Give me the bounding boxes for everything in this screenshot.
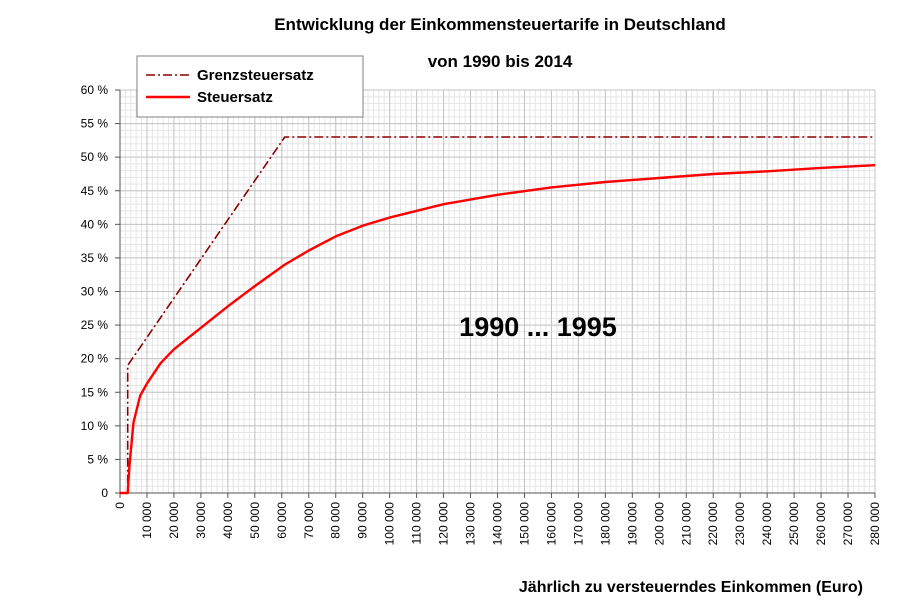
y-tick-labels: 0 5 % 10 % 15 % 20 % 25 % 30 % 35 % 40 % 45 % 50 %… <box>81 83 109 500</box>
legend-box <box>136 55 364 118</box>
x-tick-label: 130 000 <box>464 502 478 546</box>
chart-subtitle: von 1990 bis 2014 <box>428 52 573 71</box>
x-tick-label: 170 000 <box>571 502 585 546</box>
y-tick-label: 5 % <box>87 452 108 466</box>
chart-title: Entwicklung der Einkommensteuertarife in… <box>274 15 726 34</box>
x-tick-label: 240 000 <box>760 502 774 546</box>
x-tick-label: 280 000 <box>868 502 882 546</box>
legend: Grenzsteuersatz Steuersatz <box>136 55 364 118</box>
x-tick-label: 270 000 <box>841 502 855 546</box>
y-tick-label: 45 % <box>81 184 109 198</box>
x-tick-label: 20 000 <box>167 502 181 539</box>
x-tick-label: 90 000 <box>356 502 370 539</box>
y-tick-label: 15 % <box>81 385 109 399</box>
chart-annotation: 1990 ... 1995 <box>459 312 617 342</box>
legend-label-steuersatz: Steuersatz <box>197 89 273 106</box>
x-tick-label: 70 000 <box>302 502 316 539</box>
x-tick-label: 180 000 <box>598 502 612 546</box>
x-tick-label: 0 <box>113 502 127 509</box>
x-tick-label: 140 000 <box>491 502 505 546</box>
x-tick-label: 40 000 <box>221 502 235 539</box>
x-tick-label: 150 000 <box>517 502 531 546</box>
x-tick-label: 250 000 <box>787 502 801 546</box>
y-tick-label: 55 % <box>81 117 109 131</box>
x-tick-label: 160 000 <box>544 502 558 546</box>
x-tick-label: 260 000 <box>814 502 828 546</box>
y-tick-label: 30 % <box>81 285 109 299</box>
y-tick-label: 20 % <box>81 352 109 366</box>
x-tick-label: 60 000 <box>275 502 289 539</box>
y-tick-label: 40 % <box>81 217 109 231</box>
x-tick-label: 30 000 <box>194 502 208 539</box>
x-tick-label: 220 000 <box>706 502 720 546</box>
series-layer <box>120 136 876 495</box>
x-tick-label: 100 000 <box>383 502 397 546</box>
series-line-steuersatz <box>120 164 876 495</box>
x-tick-label: 50 000 <box>248 502 262 539</box>
x-tick-label: 10 000 <box>140 502 154 539</box>
x-tick-label: 200 000 <box>652 502 666 546</box>
x-tick-label: 230 000 <box>733 502 747 546</box>
x-tick-label: 210 000 <box>679 502 693 546</box>
x-tick-labels: 0 10 000 20 000 30 000 40 000 50 000 60 000 70 … <box>113 502 882 546</box>
x-tick-label: 120 000 <box>437 502 451 546</box>
axes <box>115 89 876 498</box>
x-tick-label: 80 000 <box>329 502 343 539</box>
legend-label-grenzsteuersatz: Grenzsteuersatz <box>197 67 314 84</box>
y-tick-label: 60 % <box>81 83 109 97</box>
x-axis-label: Jährlich zu versteuerndes Einkommen (Eur… <box>519 579 863 596</box>
y-tick-label: 10 % <box>81 419 109 433</box>
x-tick-label: 110 000 <box>410 502 424 545</box>
y-tick-label: 0 <box>101 486 108 500</box>
y-tick-label: 50 % <box>81 150 109 164</box>
x-tick-label: 190 000 <box>625 502 639 546</box>
y-tick-label: 35 % <box>81 251 109 265</box>
y-tick-label: 25 % <box>81 318 109 332</box>
